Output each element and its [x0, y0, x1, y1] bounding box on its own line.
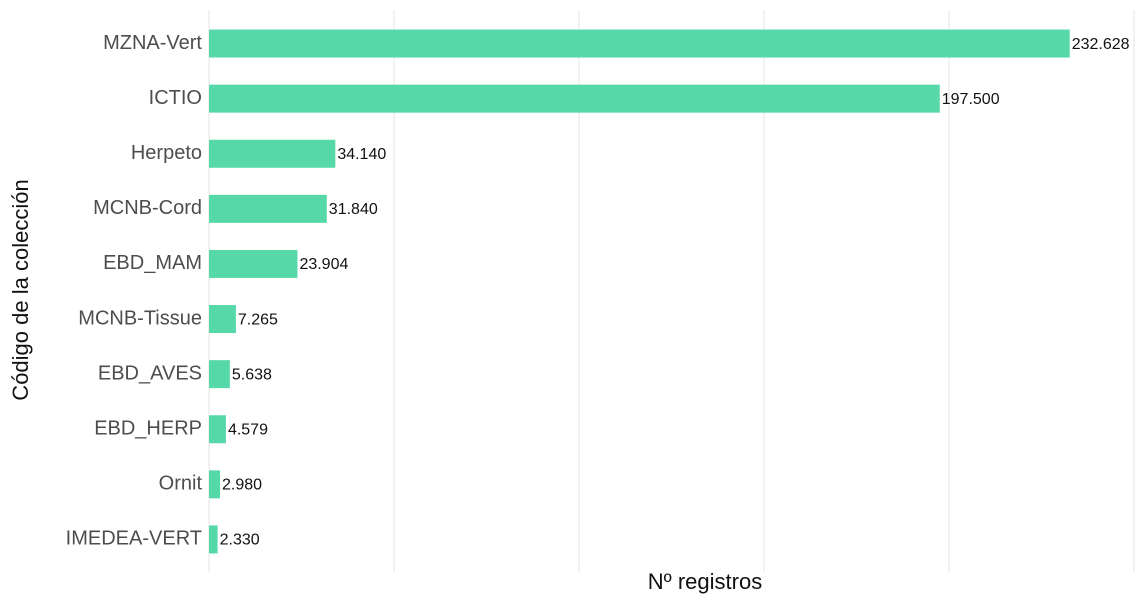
bar [209, 84, 940, 113]
bar [209, 139, 336, 168]
y-axis-title: Código de la colección [8, 179, 33, 400]
value-label: 34.140 [337, 146, 386, 163]
y-tick-label: IMEDEA-VERT [66, 528, 202, 550]
value-label: 23.904 [299, 256, 348, 273]
bar [209, 305, 236, 334]
value-label: 232.628 [1072, 36, 1130, 53]
bar [209, 470, 221, 499]
value-label: 197.500 [942, 91, 1000, 108]
value-label: 2.980 [222, 477, 262, 494]
y-tick-label: Herpeto [131, 142, 202, 164]
value-label: 7.265 [238, 311, 278, 328]
bar [209, 360, 230, 389]
bar [209, 194, 327, 223]
value-label: 31.840 [329, 201, 378, 218]
value-label: 5.638 [232, 366, 272, 383]
x-axis-title: Nº registros [648, 569, 762, 594]
bar [209, 249, 298, 278]
y-tick-label: EBD_HERP [94, 418, 202, 440]
y-tick-label: MCNB-Tissue [78, 307, 202, 329]
y-tick-label: MCNB-Cord [93, 197, 202, 219]
y-tick-label: ICTIO [149, 87, 202, 109]
bar [209, 29, 1070, 58]
bar [209, 415, 226, 444]
y-tick-label: EBD_MAM [103, 252, 202, 274]
y-tick-label: MZNA-Vert [103, 32, 202, 54]
bar [209, 525, 218, 554]
y-tick-label: Ornit [159, 473, 203, 495]
y-tick-label: EBD_AVES [98, 362, 202, 384]
value-label: 4.579 [228, 421, 268, 438]
value-label: 2.330 [220, 532, 260, 549]
